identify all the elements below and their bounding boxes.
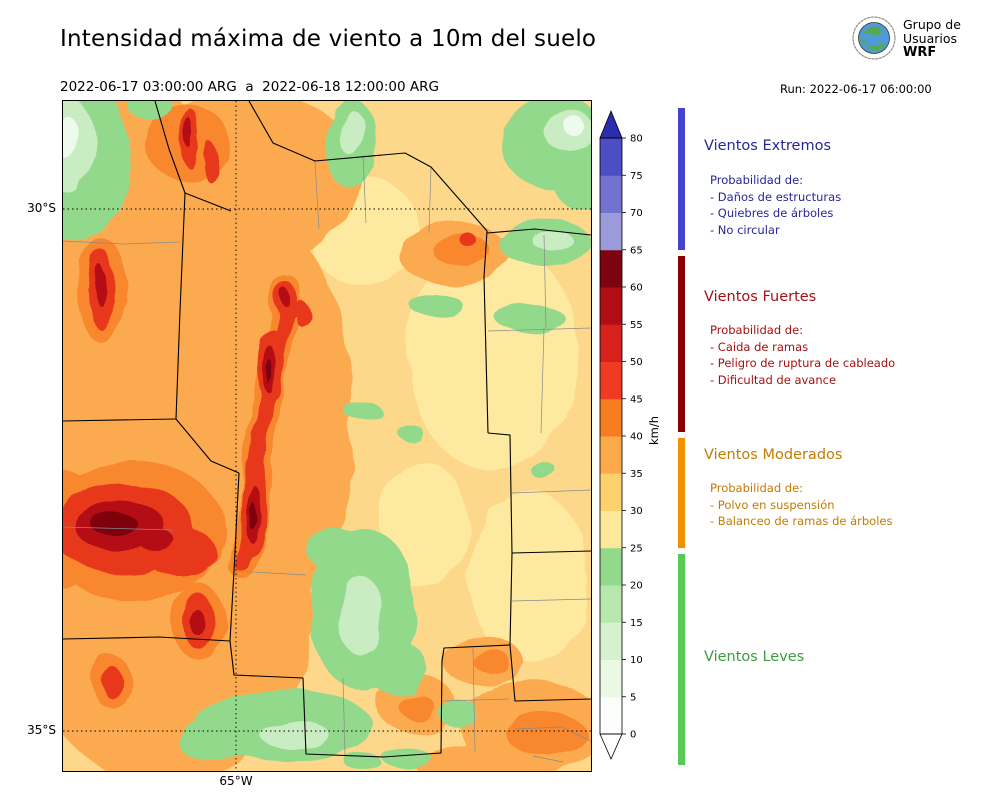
logo-org-line1: Grupo de xyxy=(903,17,961,32)
colorbar-tick-label: 60 xyxy=(630,283,643,294)
legend-item: Probabilidad de: xyxy=(710,173,804,187)
legend-item: - Quiebres de árboles xyxy=(710,206,834,220)
lat-tick-30s: 30°S xyxy=(27,201,56,215)
page-title: Intensidad máxima de viento a 10m del su… xyxy=(60,26,597,52)
legend-heading-moderados: Vientos Moderados xyxy=(704,447,843,463)
colorbar: 0 5 10 15 20 25 30 35 40 45 50 55 60 65 70 75 80 xyxy=(599,109,643,760)
colorbar-tick-label: 65 xyxy=(630,245,643,256)
legend-item: - Peligro de ruptura de cableado xyxy=(710,356,896,370)
legend-items-fuertes: Probabilidad de: - Caida de ramas - Peligr… xyxy=(710,322,895,388)
colorbar-segment xyxy=(600,361,622,400)
lat-tick-35s: 35°S xyxy=(27,723,56,737)
colorbar-segment xyxy=(600,398,622,437)
colorbar-tick-label: 0 xyxy=(630,730,636,741)
legend-item: - Polvo en suspensión xyxy=(710,497,835,512)
colorbar-tick-label: 30 xyxy=(630,506,643,517)
logo-text: Grupo de Usuarios WRF xyxy=(903,18,961,60)
logo-wrf: WRF xyxy=(903,45,937,60)
strip-moderados xyxy=(678,438,685,548)
colorbar-segment xyxy=(600,324,622,362)
colorbar-tick-label: 80 xyxy=(630,134,643,145)
legend-item: - Dificultad de avance xyxy=(710,372,837,387)
legend-heading-leves: Vientos Leves xyxy=(704,649,805,665)
graticule-gridlines xyxy=(63,101,591,771)
strip-extremos xyxy=(678,108,685,250)
colorbar-segment xyxy=(600,138,622,176)
colorbar-segment xyxy=(600,510,622,549)
colorbar-tick-label: 35 xyxy=(630,469,643,480)
legend-item: - Daños de estructuras xyxy=(710,189,842,204)
wind-field xyxy=(63,101,591,771)
lon-tick-65w: 65°W xyxy=(219,774,253,788)
colorbar-tick-label: 20 xyxy=(630,581,643,592)
colorbar-segment xyxy=(600,547,622,586)
strip-leves xyxy=(678,554,685,765)
legend-item: Probabilidad de: xyxy=(710,481,804,495)
legend-item: - Balanceo de ramas de árboles xyxy=(710,514,893,528)
colorbar-unit-label: km/h xyxy=(647,416,661,446)
colorbar-tick-label: 50 xyxy=(630,357,643,368)
colorbar-under-arrow xyxy=(599,733,623,760)
wrf-globe-logo xyxy=(851,15,897,61)
colorbar-segment xyxy=(600,436,622,474)
colorbar-tick-label: 15 xyxy=(630,618,643,629)
legend-items-extremos: Probabilidad de: - Daños de estructuras - … xyxy=(710,172,841,238)
province-boundaries xyxy=(63,101,591,758)
legend-items-moderados: Probabilidad de: - Polvo en suspensión - B… xyxy=(710,480,892,530)
colorbar-tick-label: 5 xyxy=(630,692,636,703)
colorbar-tick-label: 55 xyxy=(630,320,643,331)
model-run-label: Run: 2022-06-17 06:00:00 xyxy=(780,82,932,96)
legend-item: Probabilidad de: xyxy=(710,323,804,337)
colorbar-segment xyxy=(600,249,622,288)
colorbar-segment xyxy=(600,473,622,511)
legend-item: - Caida de ramas xyxy=(710,339,809,354)
colorbar-tick-label: 70 xyxy=(630,208,643,219)
colorbar-segment xyxy=(600,622,622,660)
wind-intensity-map xyxy=(63,101,591,771)
colorbar-tick-label: 45 xyxy=(630,394,643,405)
legend-heading-extremos: Vientos Extremos xyxy=(704,138,832,154)
colorbar-tick-label: 75 xyxy=(630,171,643,182)
globe-icon xyxy=(852,16,896,60)
map-frame xyxy=(62,100,592,772)
strip-fuertes xyxy=(678,256,685,432)
logo-org-line2: Usuarios xyxy=(903,31,958,46)
colorbar-tick-label: 25 xyxy=(630,543,643,554)
colorbar-tick-label: 10 xyxy=(630,655,643,666)
colorbar-over-arrow xyxy=(599,109,623,139)
colorbar-segment xyxy=(600,696,622,735)
colorbar-segment xyxy=(600,175,622,213)
colorbar-tick-label: 40 xyxy=(630,432,643,443)
colorbar-segment xyxy=(600,287,622,325)
legend-color-strip xyxy=(678,108,685,765)
colorbar-segment xyxy=(600,212,622,251)
legend-heading-fuertes: Vientos Fuertes xyxy=(704,289,817,305)
colorbar-segment xyxy=(600,585,622,623)
department-boundaries xyxy=(63,154,591,763)
valid-period-label: 2022-06-17 03:00:00 ARG a 2022-06-18 12:… xyxy=(60,79,439,95)
colorbar-segment xyxy=(600,659,622,698)
legend-item: - No circular xyxy=(710,222,780,237)
